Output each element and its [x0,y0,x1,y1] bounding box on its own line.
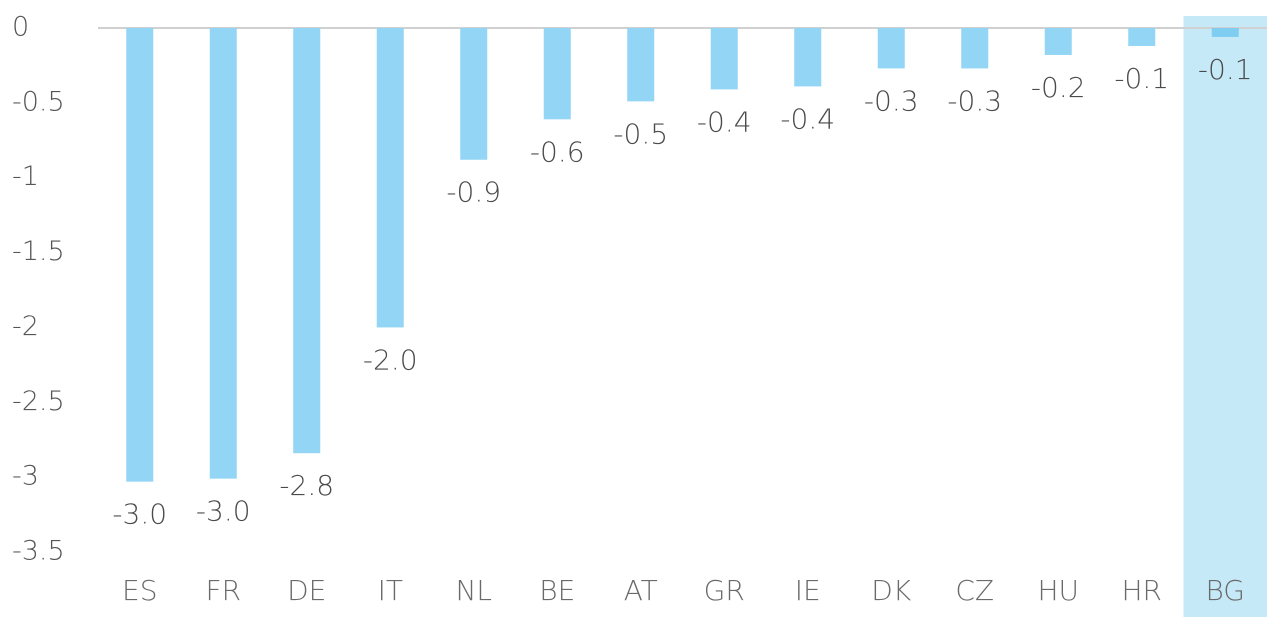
data-label-hr: -0.1 [1114,62,1169,95]
bar-de [293,28,321,454]
bar-gr [710,28,738,90]
label-layer: -3.0 ES -3.0 FR -2.8 DE -2.0 IT -0.9 NL -0.6 BE -0.5… [112,53,1252,607]
axis-layer: 0 -0.5 -1 -1.5 -2 -2.5 -3 -3.5 [12,12,1267,567]
highlight-band-bg [1183,16,1267,617]
y-tick-label: -1.5 [12,236,65,267]
x-tick-fr: FR [205,574,241,607]
data-label-ie: -0.4 [780,102,835,135]
bar-be [543,28,571,120]
x-tick-nl: NL [455,574,492,607]
x-tick-es: ES [122,574,157,607]
y-tick-label: -2 [12,311,39,342]
bar-fr [209,28,237,479]
data-label-be: -0.6 [530,135,585,168]
data-label-bg: -0.1 [1198,53,1253,86]
bar-it [376,28,404,328]
x-tick-hu: HU [1037,574,1079,607]
bar-dk [877,28,905,69]
bar-es [126,28,154,482]
data-label-at: -0.5 [613,117,668,150]
x-tick-at: AT [624,574,658,607]
bar-ie [794,28,822,87]
data-label-it: -2.0 [363,343,418,376]
data-label-de: -2.8 [279,469,334,502]
data-label-dk: -0.3 [864,84,919,117]
y-tick-label: -3.5 [12,536,65,567]
y-tick-label: -2.5 [12,386,65,417]
bar-nl [460,28,488,160]
y-tick-label: -1 [12,161,39,192]
x-tick-bg: BG [1205,574,1245,607]
x-tick-be: BE [539,574,575,607]
data-label-gr: -0.4 [697,105,752,138]
data-label-hu: -0.2 [1031,71,1086,104]
x-tick-cz: CZ [955,574,994,607]
bar-bg [1211,28,1239,37]
x-tick-dk: DK [871,574,912,607]
bar-at [627,28,655,102]
y-tick-label: -3 [12,461,39,492]
x-tick-de: DE [287,574,326,607]
bar-hu [1044,28,1072,55]
x-tick-hr: HR [1121,574,1162,607]
x-tick-ie: IE [795,574,821,607]
data-label-fr: -3.0 [196,495,251,528]
data-label-cz: -0.3 [947,84,1002,117]
data-label-nl: -0.9 [446,176,501,209]
highlight-layer [1183,16,1267,617]
x-tick-it: IT [378,574,403,607]
y-tick-label: -0.5 [12,86,65,117]
bar-cz [961,28,989,69]
data-label-es: -3.0 [112,498,167,531]
y-tick-label: 0 [12,12,29,43]
bar-hr [1128,28,1156,46]
bar-layer [126,28,1239,482]
x-tick-gr: GR [704,574,745,607]
